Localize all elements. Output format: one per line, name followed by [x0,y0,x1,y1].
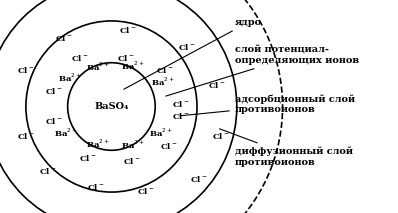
Text: Ba$^{2+}$: Ba$^{2+}$ [121,139,145,151]
Text: Cl$^-$: Cl$^-$ [137,186,154,196]
Text: Cl$^-$: Cl$^-$ [172,99,190,109]
Text: Cl$^-$: Cl$^-$ [172,111,190,121]
Text: слой потенциал-
определяющих ионов: слой потенциал- определяющих ионов [166,46,359,96]
Text: Cl$^-$: Cl$^-$ [17,131,35,141]
Text: Ba$^{2+}$: Ba$^{2+}$ [58,72,82,84]
Text: Ba$^{2+}$: Ba$^{2+}$ [149,127,173,139]
Text: Cl$^-$: Cl$^-$ [208,80,226,90]
Text: Cl$^-$: Cl$^-$ [117,53,134,62]
Text: Cl$^-$: Cl$^-$ [55,33,72,43]
Text: Cl$^-$: Cl$^-$ [156,65,174,75]
Text: Cl$^-$: Cl$^-$ [123,156,140,166]
Text: Cl$^-$: Cl$^-$ [45,86,62,95]
Text: Cl$^-$: Cl$^-$ [190,174,208,184]
Text: Cl$^-$: Cl$^-$ [39,167,57,176]
Text: Cl$^-$: Cl$^-$ [119,25,136,35]
Text: Cl$^-$: Cl$^-$ [87,183,104,192]
Text: Cl$^-$: Cl$^-$ [212,131,230,141]
Text: диффузионный слой
противоионов: диффузионный слой противоионов [220,129,353,167]
Text: Ba$^{2+}$: Ba$^{2+}$ [151,76,175,88]
Text: адсорбционный слой
противоионов: адсорбционный слой противоионов [180,94,355,116]
Text: Ba$^{2+}$: Ba$^{2+}$ [86,61,109,73]
Text: Cl$^-$: Cl$^-$ [71,53,88,62]
Text: Ba$^{2+}$: Ba$^{2+}$ [121,60,145,72]
Text: Cl$^-$: Cl$^-$ [45,117,62,126]
Text: Cl$^-$: Cl$^-$ [79,153,96,163]
Text: Ba$^{2+}$: Ba$^{2+}$ [54,127,78,139]
Text: Ba$^{2+}$: Ba$^{2+}$ [86,138,109,150]
Text: BaSO₄: BaSO₄ [94,102,129,111]
Text: ядро: ядро [124,18,262,89]
Text: Cl$^-$: Cl$^-$ [17,65,35,75]
Text: Cl$^-$: Cl$^-$ [178,42,196,52]
Text: Cl$^-$: Cl$^-$ [160,141,178,151]
